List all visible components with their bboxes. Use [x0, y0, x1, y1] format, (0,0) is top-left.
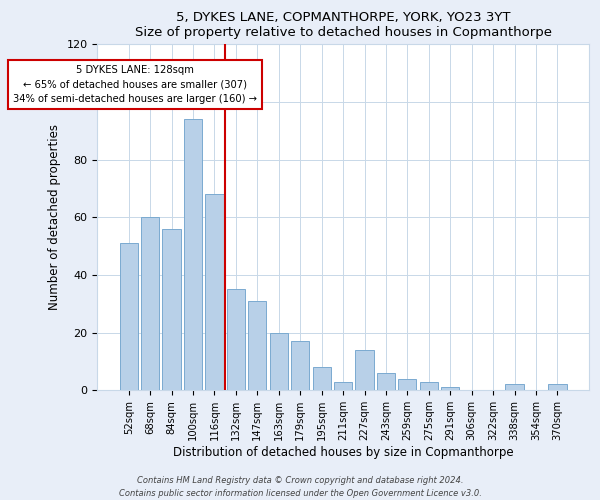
- Bar: [548, 384, 566, 390]
- Text: 5 DYKES LANE: 128sqm
← 65% of detached houses are smaller (307)
34% of semi-deta: 5 DYKES LANE: 128sqm ← 65% of detached h…: [13, 64, 257, 104]
- Bar: [227, 290, 245, 390]
- Bar: [163, 229, 181, 390]
- Bar: [269, 332, 288, 390]
- Bar: [441, 388, 460, 390]
- Bar: [248, 301, 266, 390]
- X-axis label: Distribution of detached houses by size in Copmanthorpe: Distribution of detached houses by size …: [173, 446, 514, 459]
- Bar: [184, 120, 202, 390]
- Bar: [334, 382, 352, 390]
- Bar: [377, 373, 395, 390]
- Title: 5, DYKES LANE, COPMANTHORPE, YORK, YO23 3YT
Size of property relative to detache: 5, DYKES LANE, COPMANTHORPE, YORK, YO23 …: [134, 11, 551, 39]
- Text: Contains HM Land Registry data © Crown copyright and database right 2024.
Contai: Contains HM Land Registry data © Crown c…: [119, 476, 481, 498]
- Bar: [420, 382, 438, 390]
- Bar: [205, 194, 224, 390]
- Bar: [141, 218, 159, 390]
- Y-axis label: Number of detached properties: Number of detached properties: [48, 124, 61, 310]
- Bar: [398, 378, 416, 390]
- Bar: [291, 341, 310, 390]
- Bar: [355, 350, 374, 390]
- Bar: [505, 384, 524, 390]
- Bar: [313, 367, 331, 390]
- Bar: [119, 244, 138, 390]
